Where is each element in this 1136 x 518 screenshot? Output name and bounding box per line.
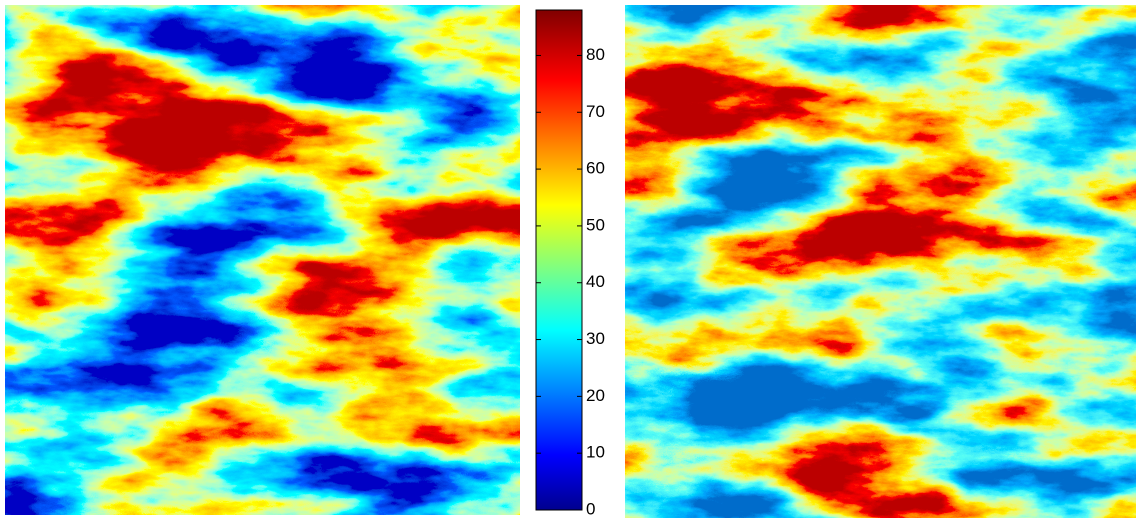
figure: 0 10 20 30 40 50 60 70 80 (0, 0, 1136, 518)
heatmap-left (5, 5, 520, 515)
colorbar-scale (536, 10, 582, 510)
tick-label: 80 (586, 45, 605, 64)
tick-label: 0 (586, 499, 595, 518)
tick-label: 20 (586, 386, 605, 405)
page: 01020304050607080 (() => { const data = … (0, 0, 1136, 518)
tick-label: 40 (586, 272, 605, 291)
tick-label: 50 (586, 215, 605, 234)
tick-label: 70 (586, 102, 605, 121)
tick-label: 10 (586, 443, 605, 462)
tick-label: 60 (586, 159, 605, 178)
heatmap-right (625, 5, 1136, 518)
tick-label: 30 (586, 329, 605, 348)
colorbar: 0 10 20 30 40 50 60 70 80 (536, 10, 605, 518)
